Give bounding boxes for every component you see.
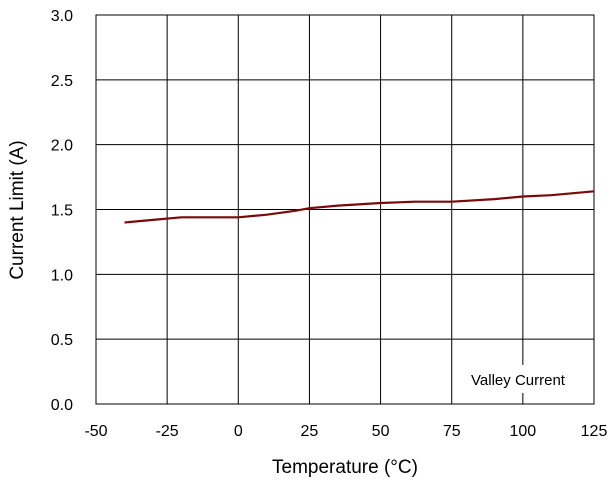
plot-frame [95,14,595,405]
y-tick-label: 1.5 [51,203,73,220]
annotation-box [453,365,587,393]
x-tick-label: 100 [510,423,537,440]
series-layer [124,190,595,224]
x-tick-label: -25 [156,423,179,440]
y-tick-label: 3.0 [51,8,73,25]
y-tick-label: 0.5 [51,332,73,349]
y-axis-title: Current Limit (A) [7,140,28,279]
x-tick-label: 50 [372,423,390,440]
x-axis-title: Temperature (°C) [272,457,418,478]
series-line [124,190,595,224]
x-tick-label: 0 [234,423,243,440]
y-tick-labels: 0.0 0.5 1.0 1.5 2.0 2.5 3.0 [51,8,73,414]
x-tick-label: 75 [443,423,461,440]
annotation-layer: Valley Current [453,365,587,393]
y-tick-label: 2.0 [51,138,73,155]
x-tick-label: -50 [84,423,107,440]
y-tick-label: 0.0 [51,397,73,414]
y-tick-label: 2.5 [51,73,73,90]
x-tick-label: 25 [301,423,319,440]
x-tick-labels: -50 -25 0 25 50 75 100 125 [84,423,607,440]
x-tick-label: 125 [581,423,608,440]
annotation-text: Valley Current [471,372,566,389]
y-tick-label: 1.0 [51,267,73,284]
grid [95,14,595,405]
